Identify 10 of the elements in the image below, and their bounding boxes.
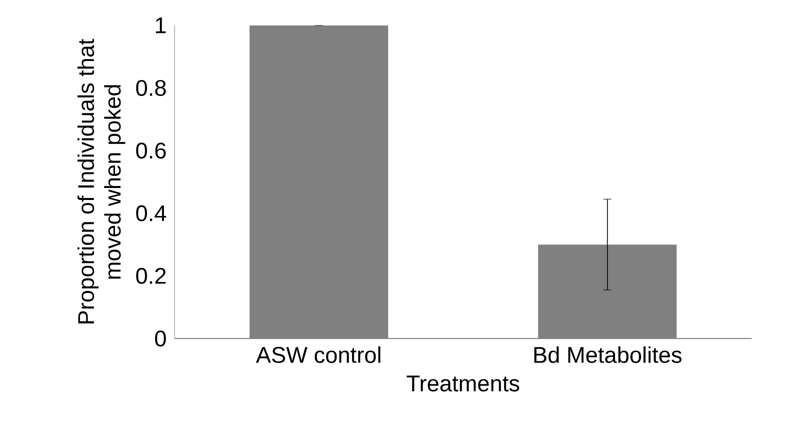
y-tick-label: 0.6 xyxy=(136,142,166,159)
y-tick-label: 0.4 xyxy=(136,205,166,222)
x-tick-label: Bd Metabolites xyxy=(534,346,682,364)
y-tick-label: 1 xyxy=(156,18,166,34)
y-tick-label: 0.8 xyxy=(136,80,166,96)
x-tick-label: ASW control xyxy=(256,346,380,364)
x-axis-title: Treatments xyxy=(406,376,520,392)
y-axis-title: Proportion of Individuals that moved when poked xyxy=(77,38,126,324)
y-tick-label: 0 xyxy=(155,330,166,347)
y-tick-label: 0.2 xyxy=(136,268,166,284)
